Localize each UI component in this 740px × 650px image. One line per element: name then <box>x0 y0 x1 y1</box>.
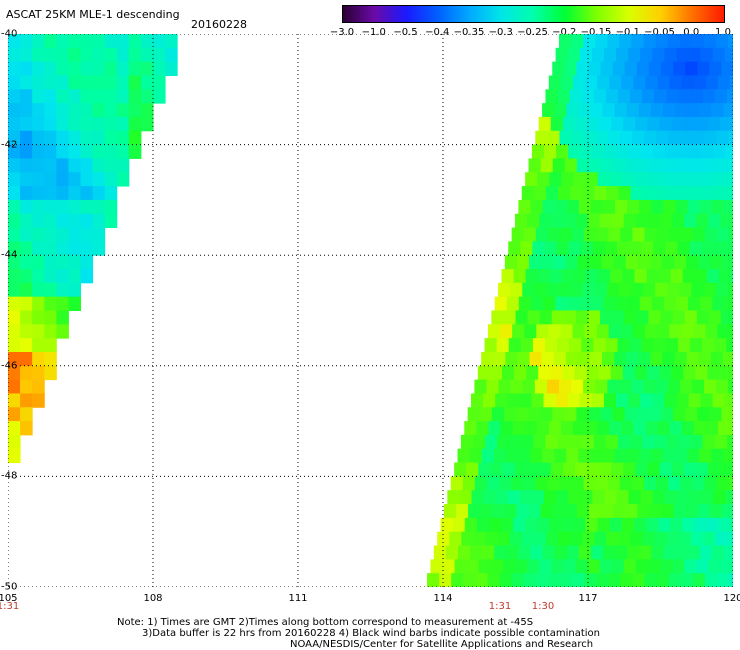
latitude-label: -50 <box>1 581 18 593</box>
latitude-label: -44 <box>1 249 18 261</box>
colorbar-tick: −0.1 <box>615 27 640 38</box>
longitude-label: 120 <box>723 593 740 604</box>
wind-map-plot <box>8 34 733 587</box>
longitude-label: 117 <box>578 593 598 604</box>
colorbar-tick: −0.35 <box>453 27 485 38</box>
colorbar-tick: −0.5 <box>393 27 418 38</box>
swath-time-left: 1:31 <box>0 601 20 612</box>
colorbar-tick: −0.2 <box>552 27 577 38</box>
latitude-label: -40 <box>1 28 18 40</box>
colorbar <box>342 5 725 23</box>
graticule <box>8 34 733 587</box>
colorbar-tick: −0.25 <box>517 27 548 38</box>
right-swath <box>427 34 733 587</box>
longitude-label: 114 <box>433 593 453 604</box>
note-line-2: 3)Data buffer is 22 hrs from 20160228 4)… <box>142 628 600 639</box>
colorbar-tick: 1.0 <box>715 27 731 38</box>
note-line-1: Note: 1) Times are GMT 2)Times along bot… <box>117 617 534 628</box>
left-swath <box>8 34 178 464</box>
latitude-label: -46 <box>1 360 18 372</box>
note-line-3: NOAA/NESDIS/Center for Satellite Applica… <box>290 639 594 650</box>
colorbar-tick: −0.15 <box>580 27 612 38</box>
latitude-label: -48 <box>1 470 18 482</box>
latitude-label: -42 <box>1 139 18 151</box>
colorbar-tick: −0.05 <box>644 27 675 38</box>
longitude-label: 108 <box>143 593 163 604</box>
colorbar-tick: −0.4 <box>425 27 450 38</box>
colorbar-tick: −0.3 <box>488 27 513 38</box>
swath-time-right: 1:30 <box>531 601 555 612</box>
product-title: ASCAT 25KM MLE-1 descending <box>6 8 180 21</box>
colorbar-gradient <box>343 6 724 22</box>
colorbar-tick: 0.0 <box>683 27 700 38</box>
colorbar-tick: −3.0 <box>329 27 355 38</box>
colorbar-tick: −1.0 <box>361 27 386 38</box>
swath-time-mid: 1:31 <box>488 601 512 612</box>
product-date: 20160228 <box>191 18 247 31</box>
longitude-label: 105 <box>0 593 18 604</box>
longitude-label: 111 <box>288 593 308 604</box>
